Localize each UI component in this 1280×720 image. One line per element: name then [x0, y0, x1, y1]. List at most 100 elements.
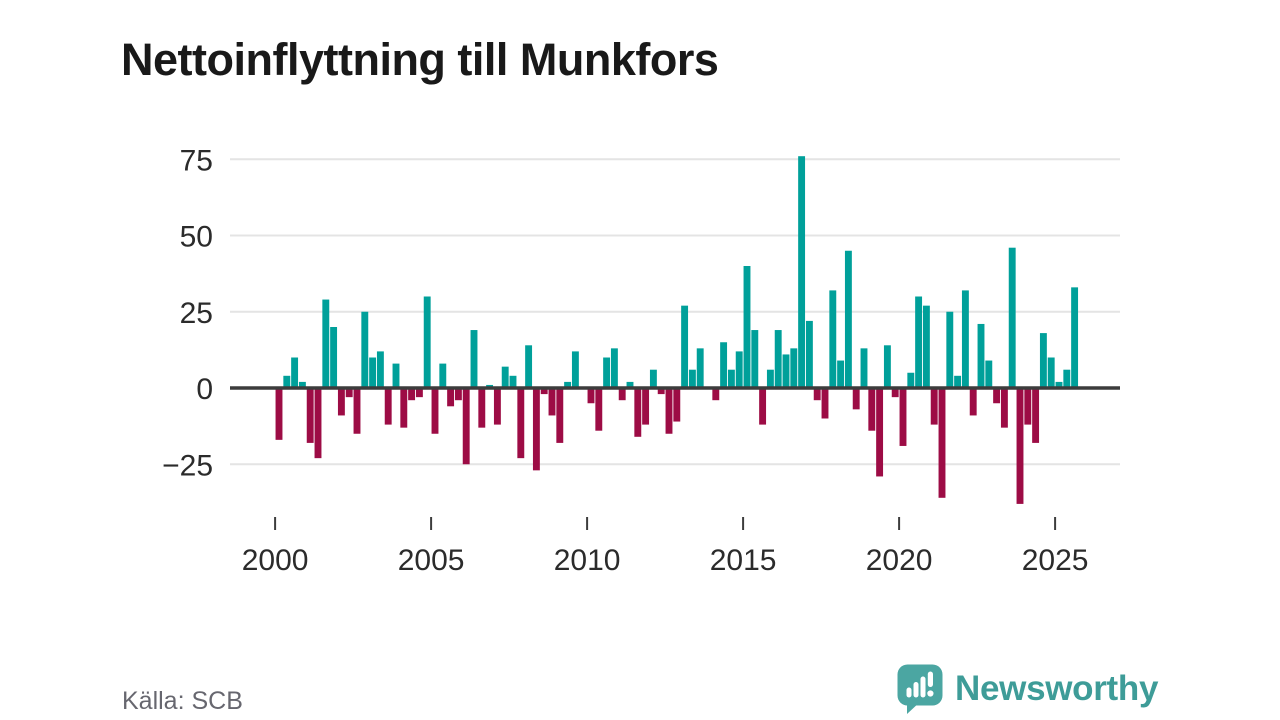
bar-2012Q2 — [657, 388, 665, 395]
bar-2000Q1 — [275, 388, 283, 440]
bar-2025Q1 — [1055, 381, 1063, 388]
bar-2013Q1 — [681, 305, 689, 388]
bar-2016Q2 — [782, 354, 790, 388]
bar-2010Q3 — [603, 357, 611, 388]
bar-2006Q3 — [478, 388, 486, 428]
bar-2012Q1 — [649, 369, 657, 388]
bar-2008Q1 — [525, 345, 533, 388]
bar-2001Q3 — [322, 299, 330, 388]
bar-2003Q1 — [369, 357, 377, 388]
bar-2015Q1 — [743, 266, 751, 388]
bar-2004Q3 — [415, 388, 423, 398]
bar-2004Q1 — [400, 388, 408, 428]
bar-2010Q2 — [595, 388, 603, 431]
bar-2011Q2 — [626, 381, 634, 388]
bar-2007Q2 — [501, 366, 509, 388]
bar-2000Q2 — [283, 375, 291, 388]
bar-2018Q3 — [852, 388, 860, 410]
y-axis-tick-label: −25 — [162, 449, 213, 482]
bar-2018Q1 — [837, 360, 845, 388]
bar-2013Q3 — [696, 348, 704, 388]
bar-2005Q4 — [454, 388, 462, 401]
bar-2020Q3 — [915, 296, 923, 388]
bar-2019Q3 — [883, 345, 891, 388]
source-label: Källa: SCB — [122, 687, 243, 715]
bar-2020Q1 — [899, 388, 907, 446]
bar-2021Q2 — [938, 388, 946, 498]
bar-2001Q1 — [306, 388, 314, 443]
bar-2008Q2 — [532, 388, 540, 471]
bar-2003Q3 — [384, 388, 392, 425]
bar-2019Q2 — [876, 388, 884, 477]
bar-2015Q2 — [751, 330, 759, 388]
x-axis-tick-label: 2025 — [1022, 544, 1089, 577]
bar-2019Q1 — [868, 388, 876, 431]
bar-2011Q1 — [618, 388, 626, 401]
bar-2009Q2 — [564, 381, 572, 388]
bar-2010Q4 — [610, 348, 618, 388]
bar-2023Q1 — [993, 388, 1001, 404]
bar-2012Q3 — [665, 388, 673, 434]
bar-2017Q3 — [821, 388, 829, 419]
bar-2005Q1 — [431, 388, 439, 434]
bar-2024Q3 — [1039, 333, 1047, 388]
bar-2022Q3 — [977, 323, 985, 388]
bar-2002Q3 — [353, 388, 361, 434]
bar-2006Q1 — [462, 388, 470, 465]
bar-2002Q1 — [337, 388, 345, 416]
bar-2008Q4 — [548, 388, 556, 416]
bar-2009Q3 — [571, 351, 579, 388]
y-axis-tick-label: 50 — [180, 221, 213, 254]
bar-2023Q2 — [1000, 388, 1008, 428]
bar-2009Q1 — [556, 388, 564, 443]
bar-2021Q3 — [946, 311, 954, 388]
bar-2023Q4 — [1016, 388, 1024, 504]
bar-2015Q4 — [766, 369, 774, 388]
bar-2024Q4 — [1047, 357, 1055, 388]
bar-2003Q2 — [376, 351, 384, 388]
bar-2007Q3 — [509, 375, 517, 388]
bar-2016Q3 — [790, 348, 798, 388]
bar-2022Q4 — [985, 360, 993, 388]
x-axis-tick-label: 2020 — [866, 544, 933, 577]
bar-2017Q2 — [813, 388, 821, 401]
bar-2017Q1 — [805, 320, 813, 388]
bar-2000Q4 — [298, 381, 306, 388]
bar-2014Q2 — [720, 342, 728, 388]
y-axis-tick-label: 0 — [196, 373, 213, 406]
bar-2015Q3 — [759, 388, 767, 425]
bar-2011Q4 — [642, 388, 650, 425]
brand-name: Newsworthy — [955, 669, 1159, 708]
bar-2001Q2 — [314, 388, 322, 459]
y-axis-tick-label: 25 — [180, 297, 213, 330]
y-axis-tick-label: 75 — [180, 144, 213, 177]
bar-2007Q4 — [517, 388, 525, 459]
bar-2000Q3 — [291, 357, 299, 388]
bar-2020Q4 — [922, 305, 930, 388]
bar-2011Q3 — [634, 388, 642, 437]
bar-2001Q4 — [330, 327, 338, 388]
bar-2018Q4 — [860, 348, 868, 388]
bar-2016Q1 — [774, 330, 782, 388]
bar-2021Q4 — [954, 375, 962, 388]
bar-2008Q3 — [540, 388, 548, 395]
bar-2025Q3 — [1071, 287, 1079, 388]
bar-2025Q2 — [1063, 369, 1071, 388]
bar-2016Q4 — [798, 156, 806, 388]
bar-2013Q2 — [688, 369, 696, 388]
bar-2024Q2 — [1032, 388, 1040, 443]
bar-2006Q2 — [470, 330, 478, 388]
bar-2021Q1 — [930, 388, 938, 425]
bar-2014Q3 — [727, 369, 735, 388]
bar-2002Q4 — [361, 311, 369, 388]
bar-2005Q2 — [439, 363, 447, 388]
bar-2020Q2 — [907, 372, 915, 388]
x-axis-tick-label: 2000 — [242, 544, 309, 577]
bar-2003Q4 — [392, 363, 400, 388]
bar-2002Q2 — [345, 388, 353, 398]
bar-2014Q4 — [735, 351, 743, 388]
x-axis-tick-label: 2015 — [710, 544, 777, 577]
bar-2018Q2 — [844, 250, 852, 388]
bar-2019Q4 — [891, 388, 899, 398]
